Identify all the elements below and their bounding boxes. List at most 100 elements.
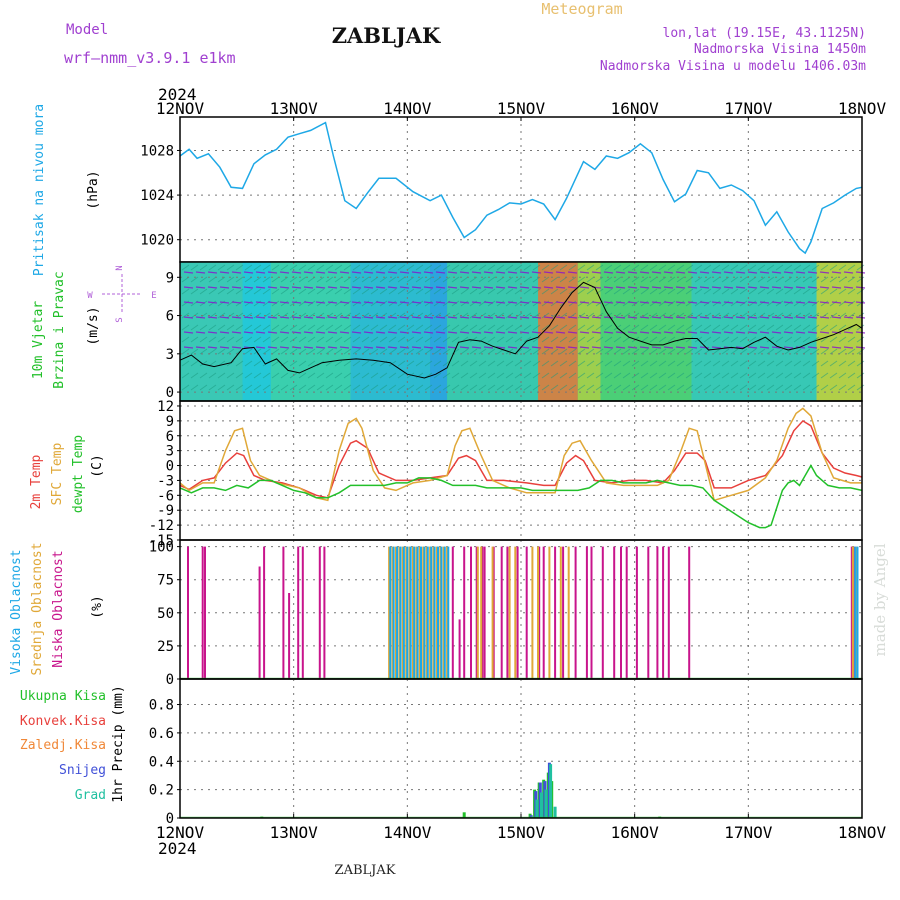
wind-barb — [712, 276, 721, 283]
wind-barb — [829, 324, 838, 331]
bar-visoka-oblacnost — [396, 546, 399, 679]
wind-barb — [622, 372, 631, 379]
wind-barb — [829, 336, 838, 343]
wind-subtitle: Brzina i Pravac — [52, 271, 67, 388]
wind-barb — [298, 360, 307, 367]
wind-barb-purple — [267, 346, 278, 349]
wind-barb — [730, 348, 739, 355]
wind-barb-purple — [579, 316, 590, 319]
wind-barb — [199, 336, 208, 343]
wind-barb-purple — [699, 271, 710, 274]
wind-barb — [334, 348, 343, 355]
wind-barb-purple — [783, 331, 794, 334]
wind-barb — [667, 324, 676, 331]
bar-niska-oblacnost — [204, 546, 206, 679]
wind-barb — [730, 276, 739, 283]
x-tick-label-bottom: 15NOV — [497, 823, 546, 842]
wind-barb — [649, 276, 658, 283]
wind-barb-purple — [831, 301, 842, 304]
wind-barb — [676, 324, 685, 331]
wind-barb-purple — [327, 286, 338, 289]
y-tick-label: 50 — [157, 606, 174, 622]
wind-barb-purple — [483, 346, 494, 349]
wind-barb — [379, 336, 388, 343]
wind-barb-purple — [483, 271, 494, 274]
bar-niska-oblacnost — [667, 546, 670, 679]
wind-barb — [739, 300, 748, 307]
wind-barb-purple — [279, 271, 290, 274]
wind-barb — [226, 264, 235, 271]
wind-barb — [442, 372, 451, 379]
wind-barb — [469, 288, 478, 295]
wind-barb — [667, 288, 676, 295]
wind-barb — [415, 264, 424, 271]
wind-barb — [487, 360, 496, 367]
wind-barb-purple — [351, 301, 362, 304]
y-tick-label: 12 — [157, 399, 174, 415]
wind-barb-purple — [843, 271, 854, 274]
wind-barb — [352, 372, 361, 379]
wind-barb — [379, 300, 388, 307]
cloud-low-title: Niska Oblacnost — [51, 550, 66, 667]
wind-barb — [838, 384, 847, 391]
wind-barb-purple — [243, 331, 254, 334]
wind-barb-purple — [735, 271, 746, 274]
wind-barb — [433, 384, 442, 391]
wind-barb-purple — [267, 301, 278, 304]
wind-barb-purple — [351, 271, 362, 274]
bar-niska-oblacnost — [625, 546, 628, 679]
bar-grad — [535, 799, 539, 818]
bar-srednja-oblacnost — [401, 546, 404, 679]
wind-barb-purple — [567, 286, 578, 289]
wind-barb — [361, 384, 370, 391]
wind-band — [577, 262, 601, 401]
wind-barb — [622, 348, 631, 355]
x-tick-label-top: 13NOV — [270, 99, 319, 118]
wind-barb-purple — [471, 286, 482, 289]
wind-barb — [487, 348, 496, 355]
wind-barb — [532, 276, 541, 283]
wind-barb — [424, 360, 433, 367]
bar-visoka-oblacnost — [409, 546, 412, 679]
wind-barb — [406, 264, 415, 271]
bar-niska-oblacnost — [516, 546, 519, 679]
wind-barb — [298, 336, 307, 343]
x-tick-label-top: 17NOV — [724, 99, 773, 118]
wind-barb-purple — [651, 346, 662, 349]
wind-barb-purple — [375, 346, 386, 349]
wind-barb — [253, 372, 262, 379]
wind-barb-purple — [495, 286, 506, 289]
wind-barb — [244, 360, 253, 367]
wind-barb — [280, 384, 289, 391]
wind-barb — [478, 348, 487, 355]
wind-barb — [451, 384, 460, 391]
bar-niska-oblacnost — [201, 546, 204, 679]
wind-barb — [487, 264, 496, 271]
wind-barb — [181, 360, 190, 367]
wind-barb — [316, 300, 325, 307]
wind-barb-purple — [591, 331, 602, 334]
wind-barb-purple — [315, 331, 326, 334]
wind-barb — [514, 372, 523, 379]
wind-barb — [370, 264, 379, 271]
wind-barb-purple — [447, 271, 458, 274]
wind-barb — [523, 276, 532, 283]
wind-barb-purple — [855, 346, 866, 349]
wind-barb-purple — [735, 286, 746, 289]
wind-barb — [307, 360, 316, 367]
wind-barb — [487, 324, 496, 331]
bar-grad — [549, 764, 553, 818]
wind-barb-purple — [819, 271, 830, 274]
wind-barb — [307, 276, 316, 283]
wind-barb-purple — [507, 301, 518, 304]
bar-niska-oblacnost — [483, 546, 486, 679]
wind-barb — [595, 276, 604, 283]
wind-barb-purple — [831, 286, 842, 289]
wind-barb — [343, 360, 352, 367]
wind-barb — [298, 276, 307, 283]
wind-barb-purple — [855, 331, 866, 334]
bar-srednja-oblacnost — [480, 546, 483, 679]
wind-barb-purple — [531, 346, 542, 349]
wind-barb-purple — [219, 316, 230, 319]
wind-unit: (m/s) — [86, 306, 101, 345]
